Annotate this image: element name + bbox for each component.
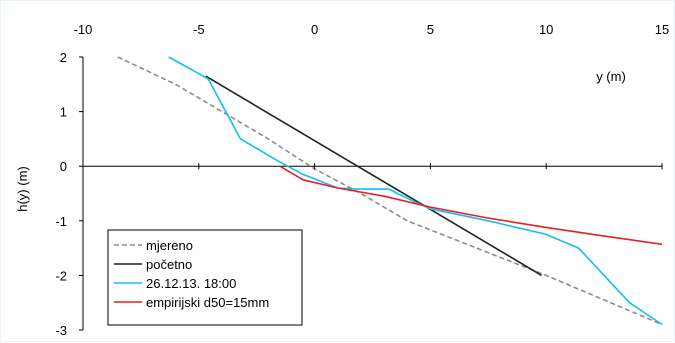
legend-label-1: početno xyxy=(146,257,192,272)
legend-label-3: empirijski d50=15mm xyxy=(146,295,269,310)
series-line-3 xyxy=(279,165,663,246)
x-tick-label-2: 0 xyxy=(311,22,318,37)
y-axis-label: h(y) (m) xyxy=(15,166,30,212)
series-line-1 xyxy=(205,75,543,277)
x-tick-label-5: 15 xyxy=(655,22,669,37)
x-tick-label-4: 10 xyxy=(539,22,553,37)
series-line-2 xyxy=(168,56,663,326)
plot-layer xyxy=(82,57,662,330)
y-tick-label-2: -1 xyxy=(55,214,67,229)
y-tick-label-3: 0 xyxy=(60,159,67,174)
legend-items: mjereno početno 26.12.13. 18:00 empirijski … xyxy=(114,238,269,310)
y-tick-label-5: 2 xyxy=(60,50,67,65)
y-tick-label-1: -2 xyxy=(55,268,67,283)
legend-label-2: 26.12.13. 18:00 xyxy=(146,276,236,291)
x-tick-label-3: 5 xyxy=(427,22,434,37)
legend-box xyxy=(107,229,303,326)
y-tick-label-0: -3 xyxy=(55,323,67,338)
y-tick-label-4: 1 xyxy=(60,105,67,120)
x-axis-label: y (m) xyxy=(596,69,626,84)
x-tick-label-1: -5 xyxy=(193,22,205,37)
legend: mjereno početno 26.12.13. 18:00 empirijski … xyxy=(107,229,303,326)
x-tick-label-0: -10 xyxy=(74,22,93,37)
legend-label-0: mjereno xyxy=(146,238,193,253)
